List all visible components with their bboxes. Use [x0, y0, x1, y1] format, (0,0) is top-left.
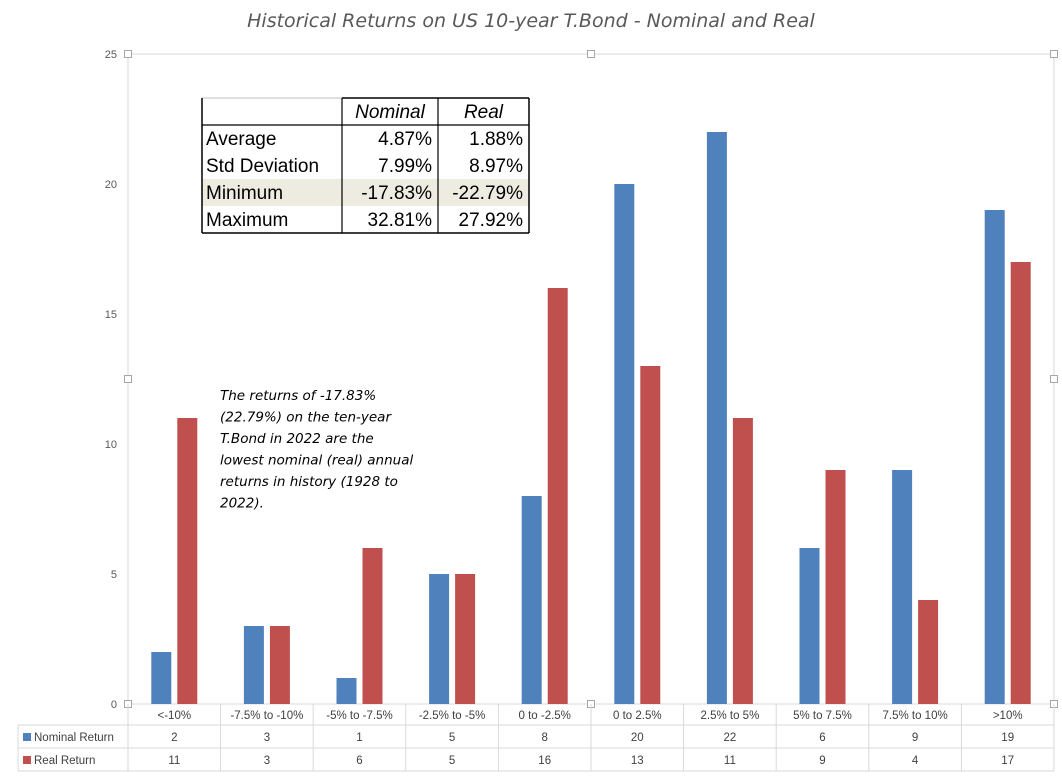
- category-label: 0 to -2.5%: [518, 710, 570, 722]
- y-tick-label: 20: [105, 179, 117, 191]
- nominal-bar: [614, 184, 635, 704]
- data-table-value: 22: [724, 732, 737, 744]
- real-bar: [269, 626, 290, 704]
- real-bar: [455, 574, 476, 704]
- category-label: -5% to -7.5%: [326, 710, 392, 722]
- stats-row-highlight: [202, 179, 529, 206]
- real-bar: [1010, 262, 1031, 704]
- real-bar: [825, 470, 846, 704]
- stats-real-value: -22.79%: [452, 183, 523, 204]
- bars: [151, 132, 1031, 704]
- category-label: 2.5% to 5%: [700, 710, 759, 722]
- data-table-value: 5: [449, 732, 455, 744]
- chart-title: Historical Returns on US 10-year T.Bond …: [247, 10, 815, 32]
- annotation-line: returns in history (1928 to: [220, 474, 398, 490]
- annotation-line: (22.79%) on the ten-year: [220, 410, 392, 426]
- stats-row-label: Minimum: [206, 183, 283, 204]
- category-label: 0 to 2.5%: [613, 710, 662, 722]
- nominal-bar: [336, 678, 357, 704]
- y-tick-label: 5: [111, 569, 117, 581]
- stats-nominal-value: 4.87%: [378, 129, 432, 150]
- nominal-bar: [521, 496, 542, 704]
- legend-key: [23, 733, 31, 741]
- real-bar: [177, 418, 198, 704]
- real-bar: [547, 288, 568, 704]
- stats-table: Nominal Real Average 4.87% 1.88% Std Deviatio…: [201, 97, 530, 234]
- series-name: Real Return: [34, 755, 95, 767]
- category-label: <-10%: [158, 710, 192, 722]
- y-tick-label: 10: [105, 439, 117, 451]
- stats-nominal-value: 7.99%: [378, 156, 432, 177]
- category-label: -2.5% to -5%: [419, 710, 485, 722]
- data-table-value: 6: [819, 732, 825, 744]
- data-table-value: 13: [631, 755, 644, 767]
- nominal-bar: [984, 210, 1005, 704]
- data-table-value: 1: [356, 732, 362, 744]
- stats-header: Real: [464, 102, 504, 123]
- stats-row-label: Average: [206, 129, 276, 150]
- category-label: 5% to 7.5%: [793, 710, 852, 722]
- annotation-line: The returns of -17.83%: [220, 388, 376, 404]
- data-table-value: 5: [449, 755, 455, 767]
- data-table-value: 6: [356, 755, 362, 767]
- data-table-value: 4: [912, 755, 919, 767]
- data-table-value: 11: [168, 755, 180, 767]
- nominal-bar: [892, 470, 913, 704]
- stats-header: Nominal: [355, 102, 425, 123]
- stats-real-value: 8.97%: [469, 156, 523, 177]
- legend-key: [23, 756, 31, 764]
- data-table-value: 17: [1001, 755, 1014, 767]
- real-bar: [362, 548, 383, 704]
- data-table-value: 3: [264, 732, 270, 744]
- data-table-value: 3: [264, 755, 270, 767]
- nominal-bar: [151, 652, 172, 704]
- stats-row-label: Maximum: [206, 210, 288, 231]
- category-label: -7.5% to -10%: [230, 710, 303, 722]
- real-bar: [732, 418, 753, 704]
- data-table-value: 8: [541, 732, 547, 744]
- real-bar: [918, 600, 939, 704]
- data-table: <-10% -7.5% to -10% -5% to -7.5% -2.5% to -…: [17, 704, 1055, 772]
- stats-row-label: Std Deviation: [206, 156, 319, 177]
- y-tick-label: 0: [111, 699, 117, 711]
- data-table-value: 19: [1001, 732, 1014, 744]
- real-bar: [640, 366, 661, 704]
- series-name: Nominal Return: [34, 732, 114, 744]
- data-table-value: 16: [538, 755, 551, 767]
- y-tick-label: 15: [105, 309, 117, 321]
- annotation-line: 2022).: [220, 496, 264, 512]
- y-tick-label: 25: [105, 49, 117, 61]
- annotation-line: T.Bond in 2022 are the: [220, 431, 374, 447]
- data-table-value: 9: [819, 755, 825, 767]
- nominal-bar: [706, 132, 727, 704]
- data-table-value: 9: [912, 732, 918, 744]
- stats-nominal-value: -17.83%: [361, 183, 432, 204]
- category-label: >10%: [993, 710, 1023, 722]
- stats-nominal-value: 32.81%: [368, 210, 433, 231]
- stats-real-value: 27.92%: [459, 210, 524, 231]
- annotation-line: lowest nominal (real) annual: [220, 453, 413, 469]
- stats-real-value: 1.88%: [469, 129, 523, 150]
- nominal-bar: [429, 574, 450, 704]
- data-table-value: 2: [171, 732, 177, 744]
- data-table-value: 20: [631, 732, 644, 744]
- data-table-value: 11: [724, 755, 736, 767]
- annotation: The returns of -17.83% (22.79%) on the te…: [220, 388, 413, 512]
- y-axis-ticks: 0 5 10 15 20 25: [105, 49, 117, 711]
- nominal-bar: [799, 548, 820, 704]
- category-label: 7.5% to 10%: [882, 710, 947, 722]
- nominal-bar: [243, 626, 264, 704]
